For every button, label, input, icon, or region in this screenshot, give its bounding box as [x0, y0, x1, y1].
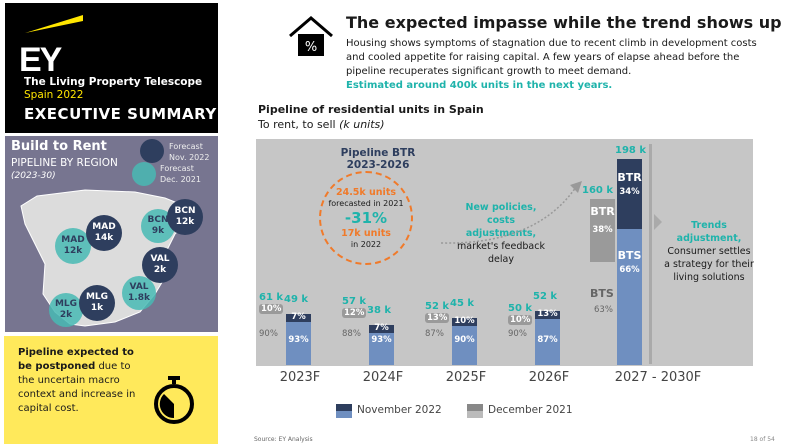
- label-nov-bts: BTS: [617, 249, 642, 263]
- section-title: EXECUTIVE SUMMARY: [24, 105, 217, 123]
- year-label: 2027 - 2030F: [614, 370, 702, 385]
- trend-note: Trends adjustment, Consumer settles a str…: [664, 220, 754, 283]
- label-dec-bts: BTS: [590, 286, 614, 300]
- bar-nov-bts: [617, 229, 642, 365]
- pct-dec-btr: 10%: [259, 303, 284, 314]
- legend-nov-btr-swatch: [336, 404, 352, 411]
- pct-nov-btr: 10%: [454, 316, 475, 327]
- trend-arrow: [440, 181, 582, 244]
- legend-dec-btr-swatch: [467, 404, 483, 411]
- ey-beam-logo: [25, 15, 83, 33]
- total-nov: 49 k: [284, 294, 309, 306]
- bubble-mlg-dec: MLG 2k: [49, 293, 83, 327]
- pipeline-title: Pipeline BTR 2023-2026: [340, 147, 416, 171]
- legend-dec-label: December 2021: [488, 404, 573, 416]
- year-label: 2023F: [279, 370, 321, 385]
- region-period: (2023-30): [11, 171, 56, 181]
- bubble-val-dec: VAL 1.8k: [122, 276, 156, 310]
- bar-nov-btr: [617, 159, 642, 230]
- chart-area: Pipeline BTR 2023-2026 24.5k units foreca…: [256, 139, 754, 366]
- total-nov: 38 k: [367, 305, 392, 317]
- brand-panel: EY The Living Property Telescope Spain 2…: [5, 3, 218, 133]
- divider-arrow: [654, 214, 662, 230]
- headline: The expected impasse while the trend sho…: [346, 13, 782, 32]
- pct-dec-bts: 90%: [508, 329, 527, 339]
- label-nov-btr: BTR: [617, 171, 642, 185]
- divider: [649, 144, 652, 364]
- bar-nov-bts: [452, 322, 477, 365]
- year-label: 2025F: [445, 370, 487, 385]
- report-name: The Living Property Telescope: [24, 76, 203, 88]
- pct-dec-bts: 87%: [425, 329, 444, 339]
- pct-nov-btr: 7%: [374, 323, 389, 334]
- pct-nov-bts: 87%: [537, 335, 558, 345]
- total-nov: 45 k: [450, 298, 475, 310]
- house-percent-icon: %: [289, 16, 333, 56]
- pct-dec-bts: 63%: [594, 304, 613, 315]
- note-panel: Pipeline expected to be postponed due to…: [4, 336, 218, 444]
- edition: Spain 2022: [24, 89, 84, 101]
- year-label: 2026F: [528, 370, 570, 385]
- bar-nov-bts: [369, 328, 394, 365]
- bubble-val-nov: VAL 2k: [142, 247, 178, 283]
- total-dec: 57 k: [342, 295, 367, 307]
- label-dec-btr: BTR: [590, 204, 615, 218]
- bar-nov-btr: [535, 310, 560, 319]
- region-subtitle: PIPELINE BY REGION: [11, 157, 118, 169]
- year-label: 2024F: [362, 370, 404, 385]
- bar-nov-btr: [369, 325, 394, 334]
- bar-nov-bts: [535, 317, 560, 365]
- total-nov: 52 k: [533, 290, 558, 302]
- bubble-mad-nov: MAD 14k: [86, 215, 122, 251]
- pct-dec-btr: 10%: [508, 315, 533, 325]
- chart-subtitle: To rent, to sell (k units): [258, 118, 385, 131]
- pct-nov-btr: 7%: [291, 312, 306, 323]
- total-nov: 198 k: [615, 145, 647, 157]
- bubble-mad-dec: MAD 12k: [55, 228, 91, 264]
- ey-logo: EY: [19, 41, 62, 79]
- region-panel: Build to Rent PIPELINE BY REGION (2023-3…: [5, 136, 218, 332]
- pct-nov-btr: 13%: [537, 308, 558, 319]
- reduction-circle: 24.5k units forecasted in 2021 -31% 17k …: [319, 171, 413, 265]
- source-note: Source: EY Analysis: [254, 436, 313, 443]
- legend-nov-bts-swatch: [336, 411, 352, 418]
- pct-dec-btr: 12%: [342, 307, 367, 318]
- bar-nov-btr: [286, 314, 311, 323]
- pct-dec-bts: 90%: [259, 329, 278, 339]
- pct-dec-bts: 88%: [342, 329, 361, 339]
- legend-dec-swatch: [132, 162, 156, 186]
- bubble-mlg-nov: MLG 1k: [79, 285, 115, 321]
- total-dec: 160 k: [582, 184, 614, 196]
- headline-body: Housing shows symptoms of stagnation due…: [346, 38, 757, 91]
- legend-nov-swatch: [140, 139, 164, 163]
- bubble-bcn-nov: BCN 12k: [167, 199, 203, 235]
- bar-nov-btr: [452, 318, 477, 327]
- pct-nov-bts: 93%: [371, 335, 392, 345]
- pct-dec-btr: 38%: [592, 224, 613, 235]
- legend-nov-label: November 2022: [357, 404, 442, 416]
- pct-nov-bts: 66%: [619, 265, 640, 276]
- legend-nov-label: Forecast Nov. 2022: [169, 142, 210, 162]
- stopwatch-icon: [154, 376, 194, 424]
- total-dec: 52 k: [425, 300, 450, 312]
- region-title: Build to Rent: [11, 139, 107, 154]
- pct-nov-bts: 90%: [454, 335, 475, 345]
- total-dec: 61 k: [259, 291, 284, 303]
- bar-nov-bts: [286, 317, 311, 365]
- chart-title: Pipeline of residential units in Spain: [258, 103, 484, 116]
- legend-dec-bts-swatch: [467, 411, 483, 418]
- svg-text:%: %: [305, 40, 317, 55]
- policy-note: New policies, costs adjustments, market's…: [457, 202, 545, 265]
- pct-dec-btr: 13%: [425, 312, 450, 323]
- bar-dec-btr: [590, 198, 615, 262]
- legend-dec-label: Forecast Dec. 2021: [160, 164, 201, 184]
- note-text: Pipeline expected to be postponed due to…: [18, 347, 136, 414]
- pct-nov-bts: 93%: [288, 335, 309, 345]
- total-dec: 50 k: [508, 303, 533, 314]
- pct-nov-btr: 34%: [619, 187, 640, 198]
- page-number: 18 of 54: [750, 436, 775, 443]
